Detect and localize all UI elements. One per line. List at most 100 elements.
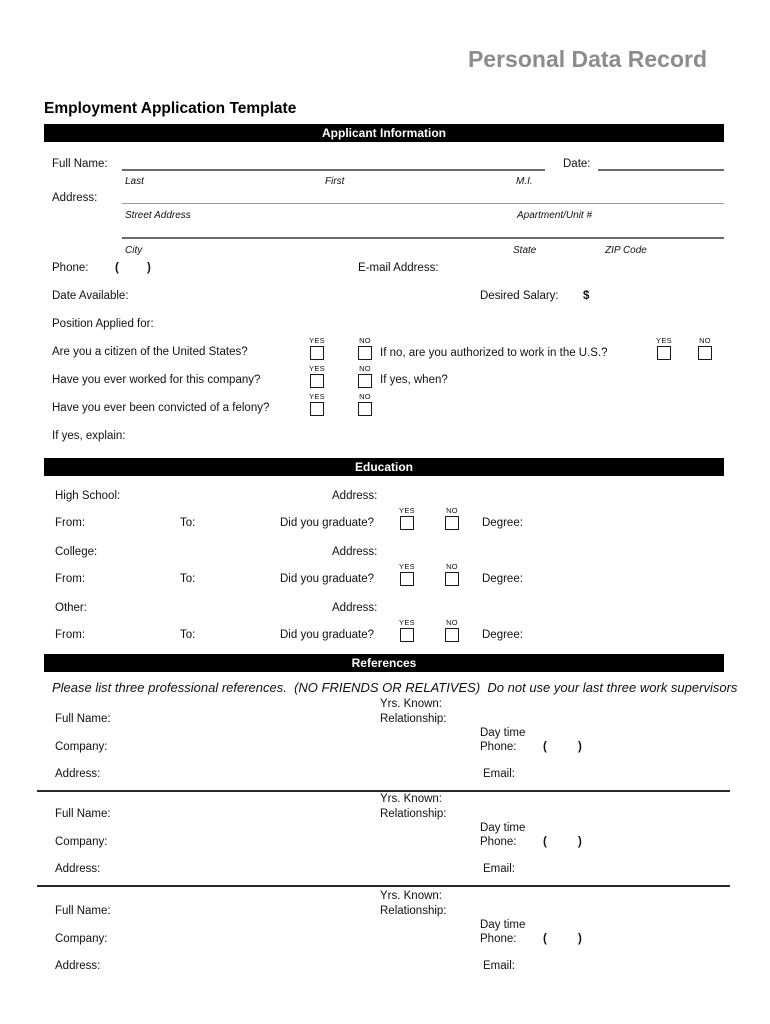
college-graduate-label: Did you graduate? bbox=[280, 573, 374, 585]
section-bar-applicant-information: Applicant Information bbox=[44, 124, 724, 142]
other-graduate-no-checkbox[interactable] bbox=[445, 628, 459, 642]
question-worked-before: Have you ever worked for this company? bbox=[52, 374, 261, 386]
ref2-phone-paren-open: ( bbox=[543, 836, 547, 848]
felony-no-label: NO bbox=[359, 392, 371, 401]
ref1-full-name-label: Full Name: bbox=[55, 713, 111, 725]
high-school-degree-label: Degree: bbox=[482, 517, 523, 529]
citizen-yes-label: YES bbox=[309, 336, 325, 345]
citizen-no-checkbox[interactable] bbox=[358, 346, 372, 360]
dollar-sign: $ bbox=[583, 290, 590, 302]
ref2-day-time-label: Day time bbox=[480, 822, 526, 834]
authorized-yes-checkbox[interactable] bbox=[657, 346, 671, 360]
street-address-sublabel: Street Address bbox=[125, 210, 191, 221]
ref3-phone-label: Phone: bbox=[480, 933, 517, 945]
other-yes-label: YES bbox=[399, 618, 415, 627]
ref1-email-label: Email: bbox=[483, 768, 515, 780]
if-yes-explain-label: If yes, explain: bbox=[52, 430, 126, 442]
ref2-address-label: Address: bbox=[55, 863, 101, 875]
reference-divider-1 bbox=[37, 790, 730, 792]
ref2-full-name-label: Full Name: bbox=[55, 808, 111, 820]
city-sublabel: City bbox=[125, 245, 143, 256]
high-school-to-label: To: bbox=[180, 517, 196, 529]
desired-salary-label: Desired Salary: bbox=[480, 290, 559, 302]
ref3-yrs-known-label: Yrs. Known: bbox=[380, 890, 442, 902]
email-address-label: E-mail Address: bbox=[358, 262, 439, 274]
references-instruction-note: Please list three professional reference… bbox=[52, 680, 738, 695]
other-to-label: To: bbox=[180, 629, 196, 641]
full-name-line[interactable] bbox=[122, 169, 545, 171]
felony-no-checkbox[interactable] bbox=[358, 402, 372, 416]
phone-paren-open: ( bbox=[115, 262, 119, 274]
college-no-label: NO bbox=[446, 562, 458, 571]
ref1-phone-paren-close: ) bbox=[578, 741, 582, 753]
worked-yes-checkbox[interactable] bbox=[310, 374, 324, 388]
date-line[interactable] bbox=[598, 169, 724, 171]
authorized-no-checkbox[interactable] bbox=[698, 346, 712, 360]
high-school-graduate-no-checkbox[interactable] bbox=[445, 516, 459, 530]
other-graduate-label: Did you graduate? bbox=[280, 629, 374, 641]
phone-label: Phone: bbox=[52, 262, 89, 274]
phone-paren-close: ) bbox=[147, 262, 151, 274]
worked-no-checkbox[interactable] bbox=[358, 374, 372, 388]
high-school-from-label: From: bbox=[55, 517, 86, 529]
college-to-label: To: bbox=[180, 573, 196, 585]
college-yes-label: YES bbox=[399, 562, 415, 571]
college-label: College: bbox=[55, 546, 98, 558]
address-label: Address: bbox=[52, 192, 98, 204]
question-if-yes-when: If yes, when? bbox=[380, 374, 448, 386]
ref1-relationship-label: Relationship: bbox=[380, 713, 447, 725]
section-bar-education: Education bbox=[44, 458, 724, 476]
felony-yes-checkbox[interactable] bbox=[310, 402, 324, 416]
date-label: Date: bbox=[563, 158, 591, 170]
citizen-no-label: NO bbox=[359, 336, 371, 345]
position-applied-label: Position Applied for: bbox=[52, 318, 154, 330]
citizen-yes-checkbox[interactable] bbox=[310, 346, 324, 360]
authorized-yes-label: YES bbox=[656, 336, 672, 345]
other-school-label: Other: bbox=[55, 602, 87, 614]
worked-yes-label: YES bbox=[309, 364, 325, 373]
last-name-sublabel: Last bbox=[125, 176, 144, 187]
ref2-yrs-known-label: Yrs. Known: bbox=[380, 793, 442, 805]
college-from-label: From: bbox=[55, 573, 86, 585]
apartment-unit-sublabel: Apartment/Unit # bbox=[517, 210, 593, 221]
question-felony: Have you ever been convicted of a felony… bbox=[52, 402, 270, 414]
other-degree-label: Degree: bbox=[482, 629, 523, 641]
felony-yes-label: YES bbox=[309, 392, 325, 401]
ref3-day-time-label: Day time bbox=[480, 919, 526, 931]
ref1-phone-label: Phone: bbox=[480, 741, 517, 753]
high-school-address-label: Address: bbox=[332, 490, 378, 502]
other-from-label: From: bbox=[55, 629, 86, 641]
other-graduate-yes-checkbox[interactable] bbox=[400, 628, 414, 642]
high-school-yes-label: YES bbox=[399, 506, 415, 515]
other-no-label: NO bbox=[446, 618, 458, 627]
college-graduate-no-checkbox[interactable] bbox=[445, 572, 459, 586]
date-available-label: Date Available: bbox=[52, 290, 129, 302]
college-address-label: Address: bbox=[332, 546, 378, 558]
ref1-company-label: Company: bbox=[55, 741, 108, 753]
full-name-label: Full Name: bbox=[52, 158, 108, 170]
page-title: Employment Application Template bbox=[44, 100, 297, 117]
ref1-yrs-known-label: Yrs. Known: bbox=[380, 698, 442, 710]
document-watermark-title: Personal Data Record bbox=[467, 46, 707, 72]
ref3-address-label: Address: bbox=[55, 960, 101, 972]
ref3-phone-paren-close: ) bbox=[578, 933, 582, 945]
first-name-sublabel: First bbox=[325, 176, 345, 187]
ref2-phone-paren-close: ) bbox=[578, 836, 582, 848]
section-bar-label: Education bbox=[354, 460, 413, 474]
question-authorized: If no, are you authorized to work in the… bbox=[380, 347, 608, 359]
ref2-company-label: Company: bbox=[55, 836, 108, 848]
ref3-email-label: Email: bbox=[483, 960, 515, 972]
ref3-phone-paren-open: ( bbox=[543, 933, 547, 945]
high-school-graduate-yes-checkbox[interactable] bbox=[400, 516, 414, 530]
ref2-email-label: Email: bbox=[483, 863, 515, 875]
street-address-line[interactable] bbox=[122, 203, 724, 204]
ref3-company-label: Company: bbox=[55, 933, 108, 945]
ref3-full-name-label: Full Name: bbox=[55, 905, 111, 917]
ref1-day-time-label: Day time bbox=[480, 727, 526, 739]
college-graduate-yes-checkbox[interactable] bbox=[400, 572, 414, 586]
city-state-zip-line[interactable] bbox=[122, 237, 724, 239]
section-bar-label: Applicant Information bbox=[322, 126, 446, 140]
ref3-relationship-label: Relationship: bbox=[380, 905, 447, 917]
question-citizen: Are you a citizen of the United States? bbox=[52, 346, 248, 358]
